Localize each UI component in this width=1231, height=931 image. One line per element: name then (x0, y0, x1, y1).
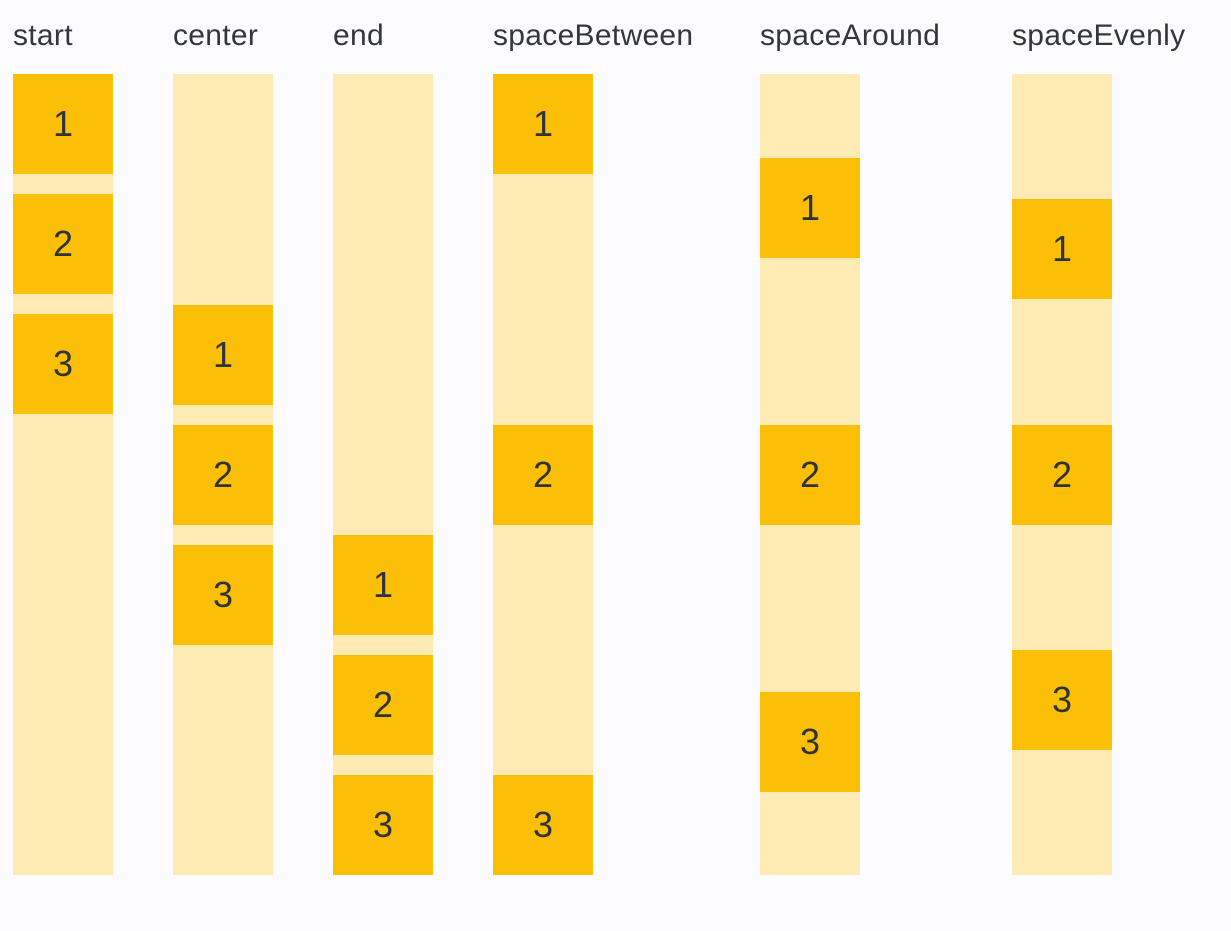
flex-item: 1 (13, 74, 113, 174)
flex-item: 3 (333, 775, 433, 875)
column-space-around: spaceAround 1 2 3 (760, 14, 952, 875)
flex-item: 2 (760, 424, 860, 525)
flex-item: 1 (493, 74, 593, 174)
flex-item: 3 (493, 775, 593, 875)
flex-item: 2 (1012, 424, 1112, 525)
column-start: start 1 2 3 (13, 14, 113, 875)
alignment-label-start: start (13, 19, 73, 52)
flex-container-end: 1 2 3 (333, 74, 433, 875)
alignment-demo-row: start 1 2 3 center 1 2 3 end 1 2 3 space… (13, 14, 1185, 875)
column-center: center 1 2 3 (173, 14, 273, 875)
flex-container-start: 1 2 3 (13, 74, 113, 875)
flex-item: 2 (173, 424, 273, 525)
flex-item: 2 (493, 424, 593, 525)
flex-item: 3 (1012, 649, 1112, 750)
flex-item: 1 (1012, 199, 1112, 300)
flex-item: 3 (13, 314, 113, 414)
column-space-evenly: spaceEvenly 1 2 3 (1012, 14, 1185, 875)
flex-item: 2 (13, 194, 113, 294)
flex-item: 2 (333, 655, 433, 755)
flex-container-space-evenly: 1 2 3 (1012, 74, 1112, 875)
flex-container-center: 1 2 3 (173, 74, 273, 875)
column-space-between: spaceBetween 1 2 3 (493, 14, 700, 875)
column-end: end 1 2 3 (333, 14, 433, 875)
alignment-label-space-between: spaceBetween (493, 19, 694, 52)
alignment-label-center: center (173, 19, 259, 52)
alignment-label-space-around: spaceAround (760, 19, 941, 52)
alignment-label-end: end (333, 19, 384, 52)
flex-item: 3 (173, 544, 273, 645)
flex-item: 3 (760, 691, 860, 792)
alignment-label-space-evenly: spaceEvenly (1012, 19, 1186, 52)
flex-item: 1 (333, 535, 433, 635)
flex-item: 1 (760, 157, 860, 258)
flex-container-space-between: 1 2 3 (493, 74, 593, 875)
flex-item: 1 (173, 304, 273, 405)
flex-container-space-around: 1 2 3 (760, 74, 860, 875)
